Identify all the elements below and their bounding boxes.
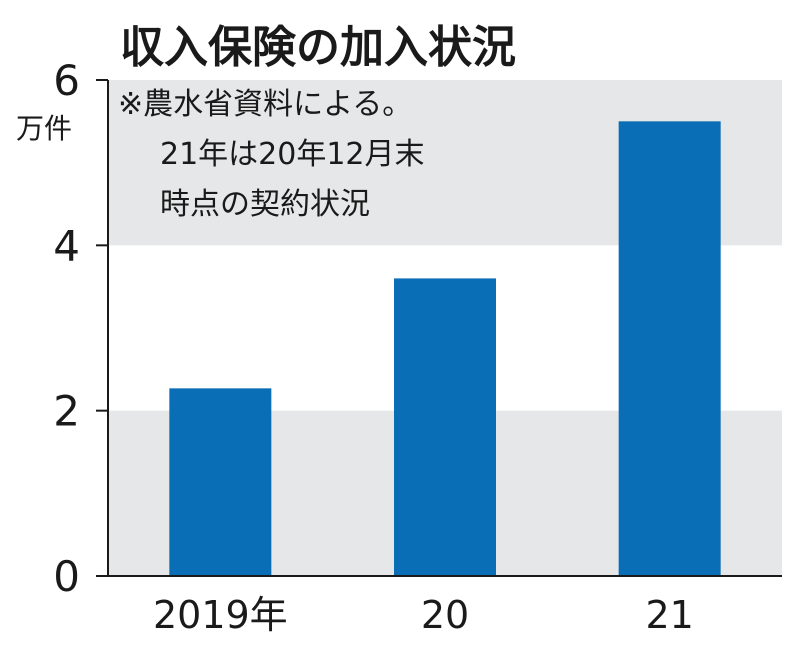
y-tick-label-2: 4	[53, 221, 80, 270]
note-line-1: ※農水省資料による。	[118, 87, 412, 122]
y-tick-label-1: 2	[53, 387, 80, 436]
note-line-2: 21年は20年12月末	[160, 137, 425, 172]
y-tick-label-0: 0	[53, 552, 80, 601]
y-tick-label-3: 6	[53, 56, 80, 105]
x-tick-label-1: 2019年	[153, 593, 288, 637]
axes	[107, 80, 782, 577]
y-axis-unit: 万件	[16, 112, 72, 145]
x-tick-label-2: 20	[421, 593, 469, 637]
bar-1	[169, 388, 272, 576]
x-tick-label-3: 21	[645, 593, 693, 637]
x-ticks: 2019年 20 21	[153, 593, 694, 637]
chart-title: 収入保険の加入状況	[120, 22, 516, 73]
bar-series	[169, 121, 721, 576]
bar-2	[394, 278, 496, 576]
bar-3	[618, 121, 721, 576]
y-ticks: 0 2 4 6	[53, 56, 108, 601]
note-line-3: 時点の契約状況	[160, 187, 370, 222]
